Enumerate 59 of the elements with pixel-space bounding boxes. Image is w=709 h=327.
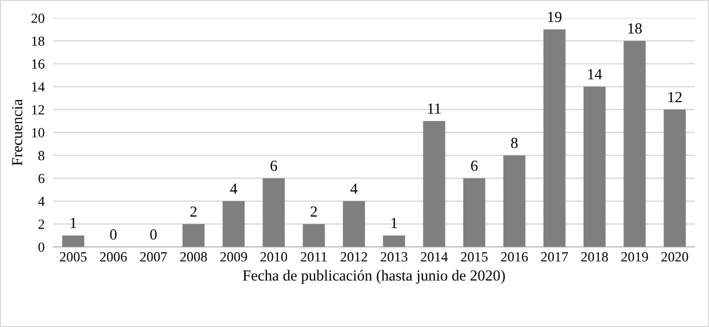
data-label: 14	[588, 69, 602, 80]
data-label: 18	[628, 23, 642, 34]
data-label: 0	[110, 229, 117, 240]
bar	[463, 178, 486, 247]
x-tick-label: 2008	[180, 252, 207, 262]
data-label: 2	[310, 206, 317, 217]
bar	[222, 201, 245, 247]
bar	[584, 86, 606, 247]
x-tick-label: 2005	[60, 252, 87, 262]
data-label: 8	[511, 138, 518, 148]
data-label: 19	[548, 12, 562, 22]
data-label: 4	[350, 184, 358, 194]
y-tick-label: 18	[32, 36, 44, 46]
x-tick-label: 2016	[501, 252, 528, 262]
data-label: 2	[190, 206, 197, 217]
x-tick-label: 2007	[140, 252, 167, 262]
x-tick-label: 2017	[541, 252, 568, 262]
y-tick-label: 16	[32, 59, 44, 69]
y-tick-label: 10	[32, 128, 44, 138]
x-tick-label: 2009	[220, 252, 247, 262]
x-axis-title: Fecha de publicación (hasta junio de 2020)	[242, 270, 505, 284]
y-tick-label: 8	[38, 150, 44, 160]
y-tick-label: 14	[32, 82, 45, 92]
x-tick-label: 2006	[100, 252, 127, 262]
data-label: 1	[392, 218, 397, 228]
bar	[543, 29, 566, 247]
x-tick-label: 2013	[380, 252, 408, 262]
data-label: 6	[471, 160, 478, 171]
y-axis-title: Frecuencia	[12, 99, 22, 166]
x-tick-label: 2018	[581, 252, 608, 262]
y-tick-label: 6	[38, 174, 44, 184]
y-tick-label: 4	[38, 196, 45, 206]
bar	[302, 224, 325, 247]
data-label: 11	[428, 103, 441, 114]
x-tick-label: 2010	[260, 252, 288, 262]
y-tick-label: 2	[38, 220, 44, 229]
x-tick-label: 2019	[621, 252, 648, 262]
data-label: 4	[230, 184, 238, 194]
bar	[62, 235, 84, 247]
x-tick-label: 2012	[340, 252, 368, 262]
x-tick-label: 2020	[661, 252, 688, 262]
bar	[262, 178, 285, 247]
bar	[503, 155, 526, 247]
data-label: 0	[150, 229, 157, 240]
bar	[383, 235, 406, 247]
data-label: 12	[668, 92, 682, 102]
bar	[423, 120, 446, 247]
bar	[342, 201, 365, 247]
data-label: 6	[270, 160, 278, 171]
y-tick-label: 0	[38, 242, 44, 252]
x-tick-label: 2011	[300, 252, 327, 262]
bar	[624, 40, 646, 247]
y-tick-label: 12	[32, 105, 44, 114]
x-tick-label: 2015	[460, 252, 488, 262]
y-tick-label: 20	[32, 14, 44, 23]
x-tick-label: 2014	[420, 252, 448, 262]
bar	[182, 224, 205, 247]
bar	[664, 110, 686, 247]
data-label: 1	[70, 218, 76, 228]
